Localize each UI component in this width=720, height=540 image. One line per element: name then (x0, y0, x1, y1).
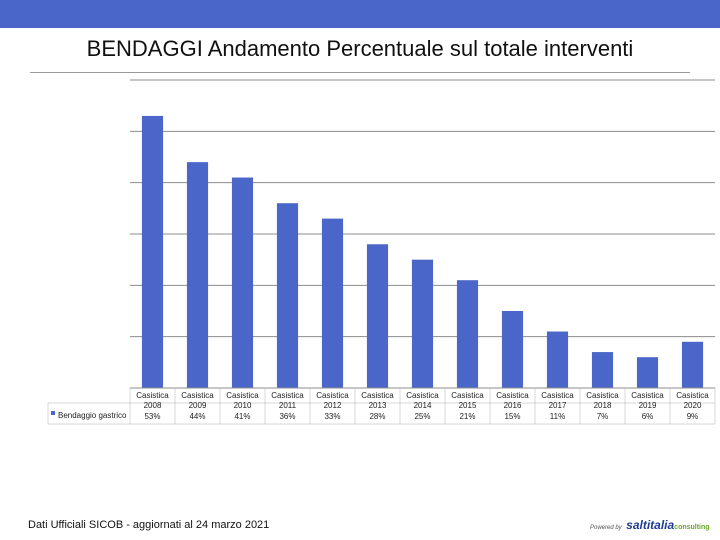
value-label: 21% (459, 412, 475, 421)
category-label: Casistica (136, 391, 169, 400)
value-label: 11% (550, 412, 565, 421)
category-label: Casistica (271, 391, 304, 400)
value-label: 33% (324, 412, 340, 421)
value-label: 53% (144, 412, 160, 421)
bar (681, 341, 704, 388)
category-label: Casistica (676, 391, 709, 400)
sponsor-logo: Powered by saltitaliaconsulting (590, 516, 710, 534)
bar (411, 259, 434, 388)
category-label: Casistica (361, 391, 394, 400)
value-label: 36% (279, 412, 295, 421)
value-label: 6% (642, 412, 654, 421)
bar (591, 352, 614, 388)
bar (501, 311, 524, 388)
category-label: Casistica (541, 391, 574, 400)
value-label: 28% (369, 412, 385, 421)
category-label: Casistica (451, 391, 484, 400)
category-label: Casistica (181, 391, 214, 400)
value-label: 7% (597, 412, 609, 421)
category-label: Casistica (226, 391, 259, 400)
bar (186, 162, 209, 388)
legend-key (51, 411, 55, 415)
bar (636, 357, 659, 388)
value-label: 15% (504, 412, 520, 421)
bar (141, 115, 164, 388)
category-year-label: 2009 (189, 401, 207, 410)
bar (276, 203, 299, 388)
category-label: Casistica (316, 391, 349, 400)
category-year-label: 2017 (549, 401, 567, 410)
value-label: 25% (414, 412, 430, 421)
bar (366, 244, 389, 388)
legend-series-name: Bendaggio gastrico (58, 411, 127, 420)
chart-title: BENDAGGI Andamento Percentuale sul total… (86, 36, 634, 61)
category-label: Casistica (586, 391, 619, 400)
bar (321, 218, 344, 388)
category-label: Casistica (406, 391, 439, 400)
header-band (0, 0, 720, 28)
value-label: 9% (687, 412, 699, 421)
value-label: 44% (189, 412, 205, 421)
category-year-label: 2013 (369, 401, 387, 410)
logo-brand-text: saltitalia (626, 518, 675, 532)
category-label: Casistica (496, 391, 529, 400)
category-year-label: 2018 (594, 401, 612, 410)
value-label: 41% (234, 412, 250, 421)
source-note: Dati Ufficiali SICOB - aggiornati al 24 … (28, 519, 270, 531)
category-year-label: 2012 (324, 401, 342, 410)
title-divider (30, 72, 690, 73)
category-year-label: 2010 (234, 401, 252, 410)
category-label: Casistica (631, 391, 664, 400)
category-year-label: 2019 (639, 401, 657, 410)
category-year-label: 2016 (504, 401, 522, 410)
category-year-label: 2011 (279, 401, 297, 410)
category-year-label: 2014 (414, 401, 432, 410)
logo-suffix-text: consulting (674, 524, 710, 531)
bar (456, 280, 479, 388)
category-year-label: 2015 (459, 401, 477, 410)
logo-powered-text: Powered by (590, 525, 622, 531)
category-year-label: 2008 (144, 401, 162, 410)
category-year-label: 2020 (684, 401, 702, 410)
bar (546, 331, 569, 388)
bar (231, 177, 254, 388)
